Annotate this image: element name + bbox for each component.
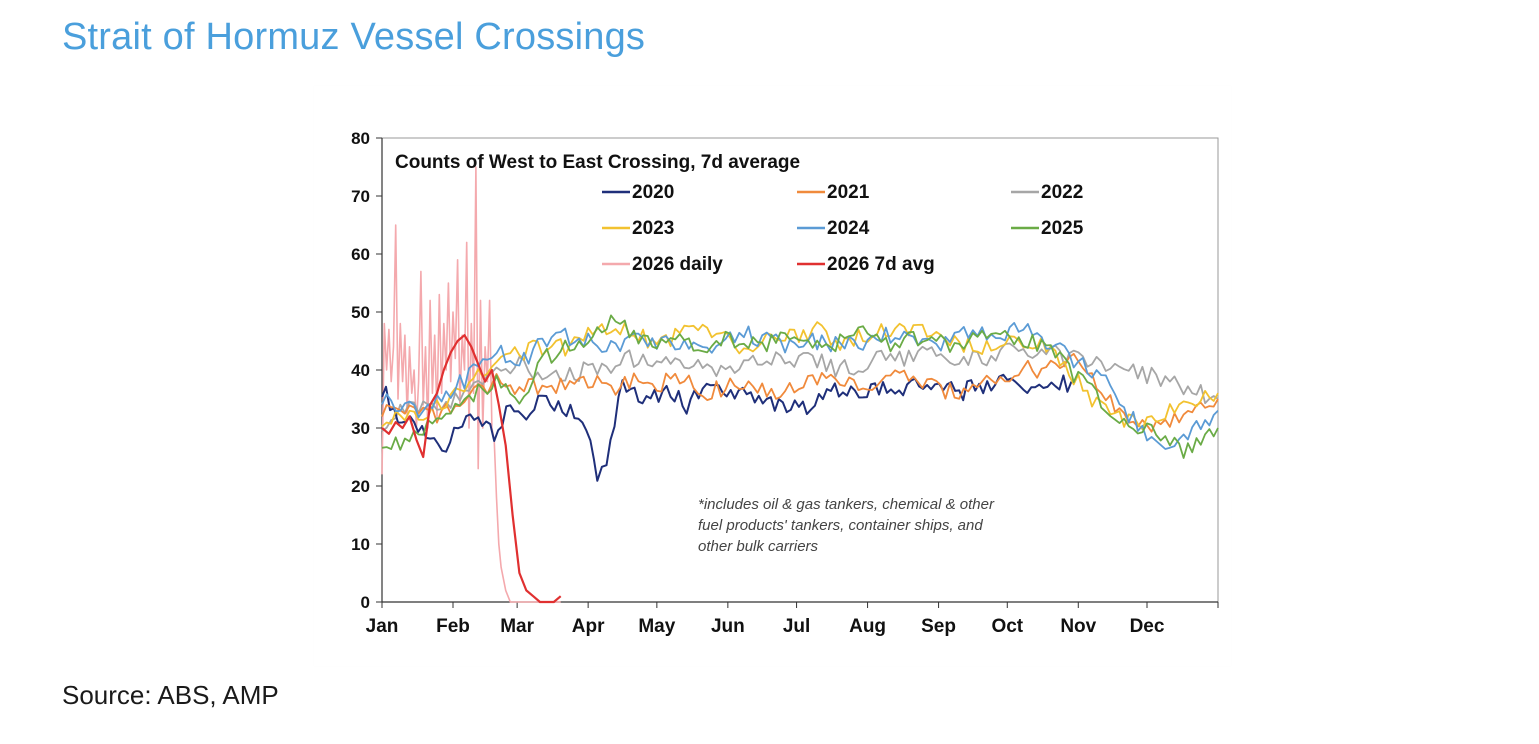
x-tick-label: Sep [921,616,956,637]
y-tick-label: 50 [351,303,370,322]
annotation-line: *includes oil & gas tankers, chemical & … [698,496,995,513]
y-tick-label: 20 [351,477,370,496]
x-tick-label: Jan [366,616,399,637]
page-title: Strait of Hormuz Vessel Crossings [62,16,646,58]
legend-label: 2020 [632,182,674,203]
annotation-line: fuel products' tankers, container ships,… [698,517,983,534]
series-line-2024 [381,322,1219,450]
x-tick-label: May [638,616,675,637]
series-line-2020 [381,373,1073,482]
y-tick-label: 40 [351,361,370,380]
legend: 2020 2021 2022 2023 2024 2025 2026 daily 2026 7… [602,182,1084,275]
legend-label: 2025 [1041,218,1084,239]
x-tick-label: Jul [783,616,810,637]
chart-figure: 0 10 20 30 40 50 60 70 80 Jan Feb Mar Apr May Jun Jul A… [314,86,1231,666]
y-tick-label: 10 [351,535,370,554]
x-tick-label: Apr [572,616,605,637]
x-tick-label: Dec [1130,616,1165,637]
series-layer [381,166,1219,604]
x-tick-label: Mar [500,616,534,637]
series-line-2026-daily [381,166,561,603]
y-tick-label: 70 [351,187,370,206]
legend-label: 2023 [632,218,674,239]
plot-area [381,137,1219,603]
legend-label: 2026 7d avg [827,254,935,275]
x-tick-label: Nov [1060,616,1096,637]
x-tick-label: Feb [436,616,470,637]
x-tick-label: Aug [849,616,886,637]
y-tick-label: 60 [351,245,370,264]
chart-title: Counts of West to East Crossing, 7d aver… [395,152,800,173]
x-tick-label: Oct [991,616,1023,637]
x-tick-label: Jun [711,616,745,637]
legend-label: 2026 daily [632,254,723,275]
legend-label: 2022 [1041,182,1083,203]
annotation: *includes oil & gas tankers, chemical & … [698,496,995,555]
line-chart: 0 10 20 30 40 50 60 70 80 Jan Feb Mar Apr May Jun Jul A… [351,129,1219,637]
legend-label: 2024 [827,218,870,239]
series-line-2025 [381,314,1219,459]
x-axis: Jan Feb Mar Apr May Jun Jul Aug Sep Oct Nov Dec [366,601,1219,637]
annotation-line: other bulk carriers [698,538,819,555]
series-line-2021 [381,352,1219,433]
y-axis: 0 10 20 30 40 50 60 70 80 [351,129,383,612]
series-line-2026-7d-avg [381,334,562,604]
y-tick-label: 80 [351,129,370,148]
y-tick-label: 30 [351,419,370,438]
legend-label: 2021 [827,182,870,203]
y-tick-label: 0 [361,593,370,612]
source-note: Source: ABS, AMP [62,680,279,710]
